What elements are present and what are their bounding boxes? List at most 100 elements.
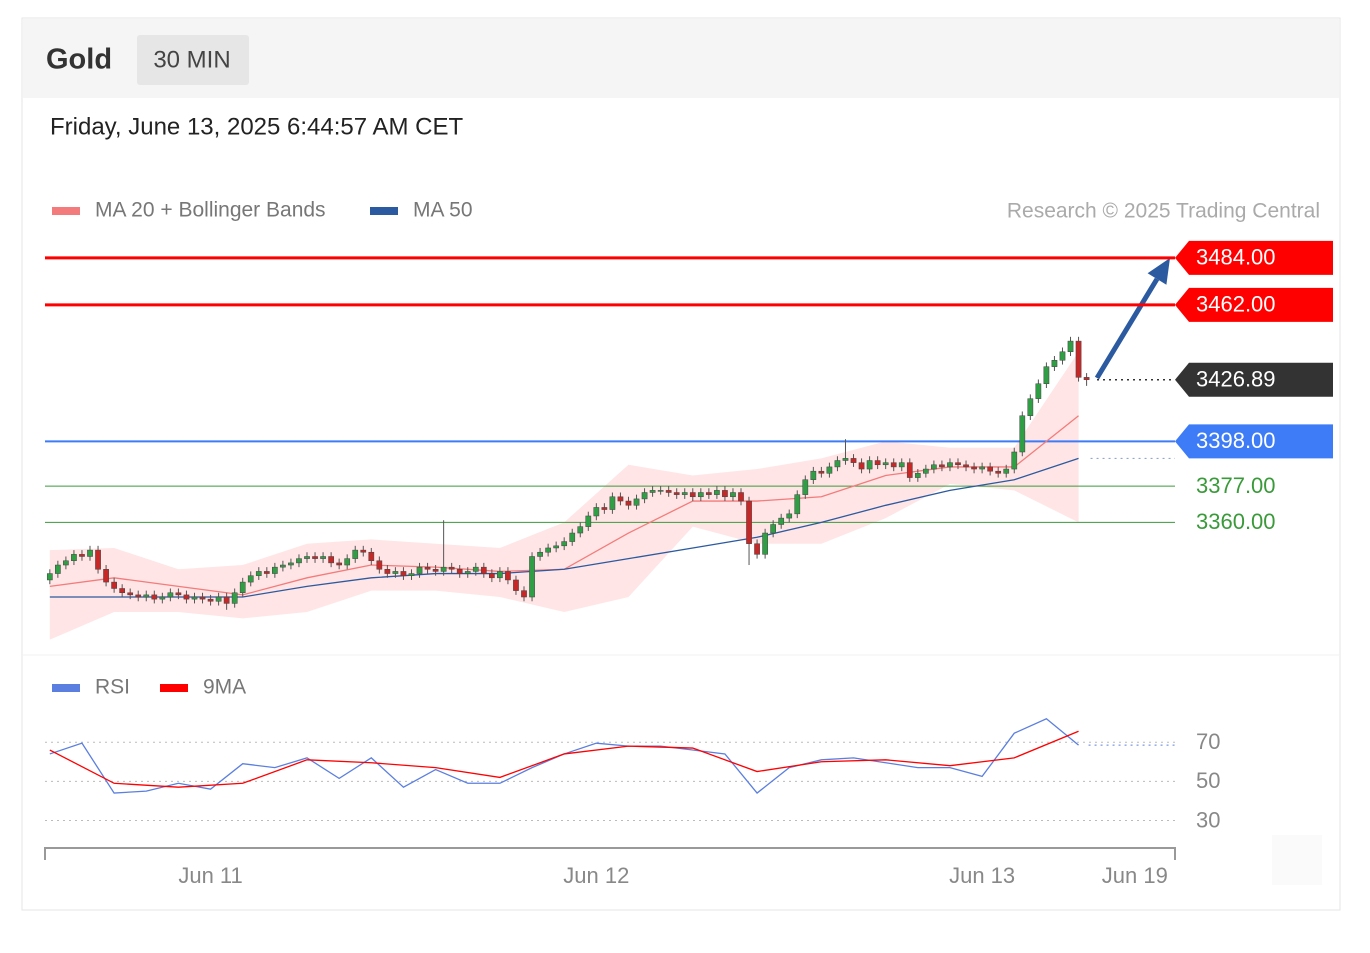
candle-body	[633, 498, 640, 506]
candle-body	[553, 545, 560, 549]
candle-body	[456, 569, 463, 574]
legend-swatch	[52, 207, 80, 215]
candle-body	[858, 462, 865, 470]
candle-body	[505, 571, 511, 581]
candle-body	[191, 596, 198, 600]
candle-body	[657, 490, 664, 492]
candle-body	[625, 500, 632, 506]
candle-body	[247, 575, 254, 583]
candle-body	[673, 492, 680, 495]
legend-swatch	[52, 684, 80, 692]
candle-body	[577, 526, 584, 534]
candle-body	[1051, 360, 1058, 367]
x-axis	[44, 847, 1176, 860]
candle-body	[681, 492, 688, 495]
interval-pill[interactable]	[137, 35, 249, 85]
candle-body	[850, 458, 857, 463]
candle-body	[914, 473, 921, 478]
candle-body	[272, 566, 278, 574]
candle-body	[111, 581, 117, 589]
candle-body	[167, 592, 174, 598]
candle-body	[360, 549, 367, 553]
candle-body	[63, 560, 69, 566]
level-tag	[1175, 424, 1333, 459]
candle-body	[601, 507, 608, 510]
candle-body	[931, 464, 937, 470]
level-tag	[1175, 240, 1333, 275]
x-tick-label: Jun 13	[949, 863, 1015, 888]
candle-body	[770, 524, 777, 534]
x-tick-label: Jun 11	[178, 863, 242, 888]
candle-body	[818, 470, 825, 474]
candle-body	[384, 569, 391, 574]
candle-body	[609, 496, 616, 510]
candle-body	[874, 460, 881, 466]
candle-body	[890, 462, 897, 468]
candle-body	[1019, 415, 1026, 453]
candle-body	[834, 460, 841, 468]
title: Gold	[46, 44, 112, 76]
candle-body	[207, 598, 214, 602]
legend-label: RSI	[95, 676, 130, 699]
candle-body	[513, 579, 519, 591]
candle-body	[585, 515, 592, 527]
candle-body	[842, 458, 849, 461]
candle-body	[288, 562, 294, 566]
candle-body	[697, 492, 704, 498]
candle-body	[175, 592, 182, 596]
candle-body	[794, 494, 801, 515]
candle-body	[641, 492, 648, 500]
candle-body	[947, 462, 953, 468]
candle-body	[119, 588, 126, 593]
candle-body	[778, 517, 785, 525]
candle-body	[368, 551, 375, 562]
candle-body	[754, 543, 760, 555]
y-tick-label: 50	[1196, 768, 1220, 793]
candle-body	[1011, 451, 1018, 470]
candle-body	[786, 513, 793, 519]
candle-body	[231, 592, 238, 604]
candle-body	[87, 549, 93, 557]
candle-body	[1027, 398, 1034, 416]
credit: Research © 2025 Trading Central	[1007, 200, 1320, 223]
candle-body	[46, 573, 53, 581]
candle-body	[408, 573, 415, 576]
candle-body	[55, 564, 61, 574]
candle-body	[280, 564, 286, 568]
rsi-line	[49, 730, 1079, 788]
candle-body	[239, 581, 246, 593]
target-arrow-head	[1147, 258, 1170, 285]
candle-body	[995, 470, 1002, 474]
candle-body	[79, 554, 85, 557]
legend-swatch	[160, 684, 188, 692]
interval[interactable]: 30 MIN	[153, 46, 230, 73]
candle-body	[987, 466, 993, 472]
candle-body	[143, 594, 150, 598]
level-label: 3426.89	[1196, 367, 1276, 392]
candle-body	[963, 464, 969, 468]
candle-body	[569, 532, 576, 542]
candle-body	[376, 560, 383, 570]
legend-label: MA 50	[413, 199, 473, 222]
candle-body	[561, 541, 568, 547]
candle-body	[593, 507, 600, 517]
candle-body	[304, 556, 310, 559]
candle-body	[336, 562, 343, 566]
candle-body	[215, 596, 222, 602]
candle-body	[714, 490, 720, 495]
candle-body	[416, 566, 423, 574]
candle-body	[762, 532, 768, 555]
x-tick-label: Jun 12	[563, 863, 629, 888]
candle-body	[689, 492, 696, 498]
candle-body	[810, 470, 817, 480]
y-tick-label: 30	[1196, 807, 1220, 832]
candle-body	[71, 554, 77, 562]
candle-body	[199, 596, 206, 600]
candle-body	[497, 571, 503, 579]
candle-body	[1059, 351, 1066, 361]
candle-body	[263, 571, 270, 574]
candle-body	[521, 590, 527, 598]
candle-body	[1003, 468, 1010, 474]
candle-body	[135, 594, 142, 598]
candle-body	[1043, 366, 1050, 384]
